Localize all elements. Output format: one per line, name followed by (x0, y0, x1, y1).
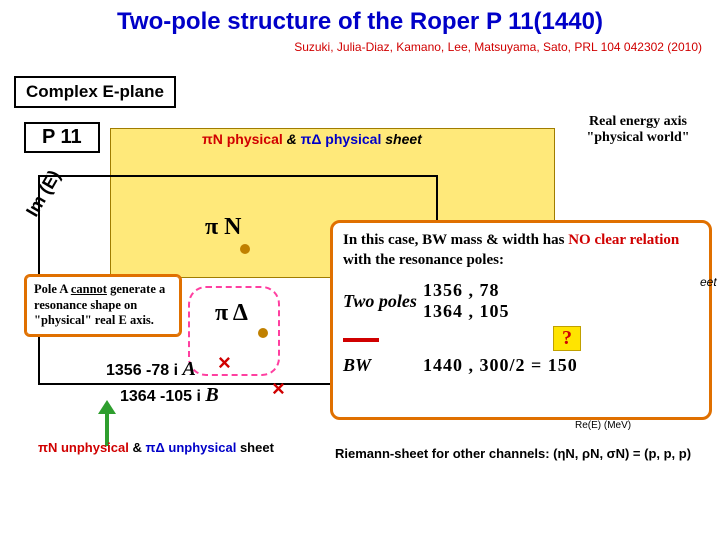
pole-b-num: 1364 -105 i (120, 388, 201, 405)
result-sentence: In this case, BW mass & width has NO cle… (343, 231, 699, 270)
two-poles-row1: 1356 , 78 (423, 280, 500, 300)
real-axis-line1: Real energy axis (562, 114, 714, 130)
sheet-caption: πN physical & πΔ physical sheet (202, 131, 422, 147)
qmark-cell: ? (423, 326, 699, 351)
unphys-amp: & (129, 440, 146, 455)
result-no: NO clear relation (568, 232, 679, 248)
pole-a-callout: Pole A cannot generate a resonance shape… (24, 274, 182, 337)
eet-fragment: eet (700, 275, 717, 289)
two-poles-values: 1356 , 78 1364 , 105 (423, 280, 699, 322)
unphys-piD: πΔ unphysical (146, 440, 237, 455)
result-callout: In this case, BW mass & width has NO cle… (330, 220, 712, 420)
complex-e-plane-label: Complex E-plane (14, 76, 176, 108)
sheet-caption-piD: πΔ physical (301, 131, 382, 147)
two-poles-label: Two poles (343, 291, 423, 312)
two-poles-row2: 1364 , 105 (423, 301, 510, 321)
unphys-tail: sheet (236, 440, 274, 455)
pole-b-cross-icon: × (272, 376, 285, 402)
riemann-sheet-note: Riemann-sheet for other channels: (ηN, ρ… (335, 446, 691, 461)
unphys-piN: πN unphysical (38, 440, 129, 455)
pi-n-threshold-dot (240, 244, 250, 254)
cannot-underline: cannot (71, 282, 107, 296)
p11-label: P 11 (24, 122, 100, 153)
pi-n-label: π N (205, 214, 241, 241)
pole-a-letter: A (183, 358, 196, 380)
result-l1a: In this case, BW mass & width has (343, 232, 568, 248)
pink-dashed-enclosure (188, 286, 280, 376)
re-e-mev-label: Re(E) (MeV) (575, 420, 631, 431)
sheet-caption-amp: & (283, 131, 301, 147)
pole-b-letter: B (205, 384, 218, 406)
pole-a-num: 1356 -78 i (106, 362, 178, 379)
bw-value: 1440 , 300/2 = 150 (423, 355, 699, 376)
result-table: Two poles 1356 , 78 1364 , 105 ? BW 1440… (343, 280, 699, 376)
real-axis-callout: Real energy axis "physical world" (562, 114, 714, 146)
sheet-caption-piN: πN physical (202, 131, 283, 147)
red-bar-icon (343, 338, 379, 342)
page-title: Two-pole structure of the Roper P 11(144… (0, 0, 720, 38)
sheet-caption-tail: sheet (381, 131, 421, 147)
pole-a-value: 1356 -78 i A (106, 358, 196, 381)
citation-text: Suzuki, Julia-Diaz, Kamano, Lee, Matsuya… (0, 40, 720, 54)
pole-a-cross-icon: × (218, 350, 231, 376)
pole-b-value: 1364 -105 i B (120, 384, 219, 407)
redbar-cell (343, 328, 423, 349)
real-axis-line2: "physical world" (562, 130, 714, 146)
result-l1b: with the resonance poles: (343, 252, 504, 268)
unphysical-sheet-label: πN unphysical & πΔ unphysical sheet (38, 440, 274, 455)
bw-label: BW (343, 355, 423, 376)
question-mark-badge: ? (553, 326, 581, 351)
